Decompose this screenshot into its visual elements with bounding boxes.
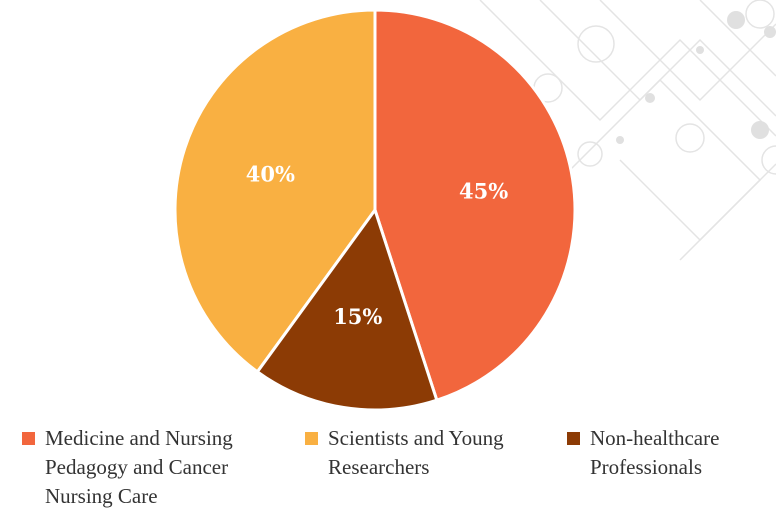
legend-label: Medicine and Nursing Pedagogy and Cancer… [45,424,282,511]
legend-item: Non-healthcare Professionals [567,424,767,482]
page: 45% 40% 15% Medicine and Nursing Pedagogy … [0,0,776,520]
background-dots [616,11,776,144]
pie: 45% 40% 15% [175,10,575,410]
slice-label: 15% [333,304,382,329]
legend-item: Scientists and Young Researchers [305,424,535,482]
legend: Medicine and Nursing Pedagogy and Cancer… [0,424,776,520]
legend-swatch [22,432,35,445]
legend-item: Medicine and Nursing Pedagogy and Cancer… [22,424,282,511]
legend-label: Non-healthcare Professionals [590,424,767,482]
legend-swatch [567,432,580,445]
slice-label: 40% [246,162,295,187]
legend-label: Scientists and Young Researchers [328,424,535,482]
slice-label: 45% [459,178,508,203]
legend-swatch [305,432,318,445]
